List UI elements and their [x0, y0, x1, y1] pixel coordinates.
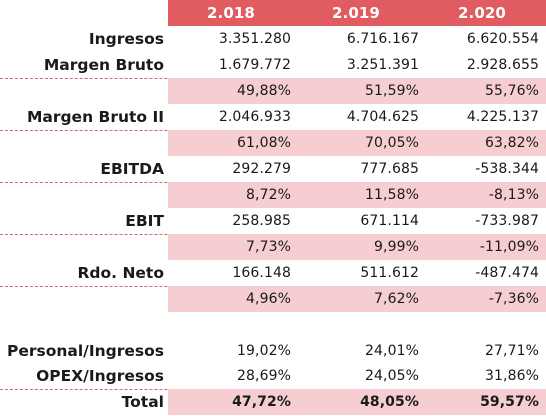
margen-bruto-ii-2019: 4.704.625 — [346, 109, 419, 125]
rdo-neto-pct-2020: -7,36% — [488, 291, 539, 307]
ingresos-2020: 6.620.554 — [466, 31, 539, 47]
margen-bruto-ii-2020: 4.225.137 — [466, 109, 539, 125]
personal-ingresos-label: Personal/Ingresos — [6, 342, 164, 360]
year-2020-header: 2.020 — [458, 4, 506, 22]
total-label: Total — [121, 393, 164, 411]
ebitda-row: EBITDA 292.279 777.685 -538.344 — [0, 156, 546, 182]
rdo-neto-2018: 166.148 — [232, 265, 291, 281]
percent-band — [168, 389, 546, 415]
year-2018-header: 2.018 — [207, 4, 255, 22]
ebitda-2020: -538.344 — [475, 161, 539, 177]
rdo-neto-2019: 511.612 — [360, 265, 419, 281]
margen-bruto-ii-pct-2020: 63,82% — [485, 135, 539, 151]
margen-bruto-2020: 2.928.655 — [466, 57, 539, 73]
opex-ingresos-2018: 28,69% — [237, 368, 291, 384]
header-band — [168, 0, 546, 26]
ebit-2020: -733.987 — [475, 213, 539, 229]
ingresos-row: Ingresos 3.351.280 6.716.167 6.620.554 — [0, 26, 546, 52]
rdo-neto-pct-row: 4,96% 7,62% -7,36% — [0, 286, 546, 312]
opex-ingresos-2019: 24,05% — [365, 368, 419, 384]
rdo-neto-2020: -487.474 — [475, 265, 539, 281]
ebit-row: EBIT 258.985 671.114 -733.987 — [0, 208, 546, 234]
margen-bruto-pct-2018: 49,88% — [237, 83, 291, 99]
percent-band — [168, 78, 546, 104]
ebitda-2019: 777.685 — [360, 161, 419, 177]
margen-bruto-2018: 1.679.772 — [218, 57, 291, 73]
ingresos-2019: 6.716.167 — [346, 31, 419, 47]
ebit-pct-2020: -11,09% — [479, 239, 539, 255]
margen-bruto-row: Margen Bruto 1.679.772 3.251.391 2.928.6… — [0, 52, 546, 78]
percent-band — [168, 130, 546, 156]
ebit-label: EBIT — [125, 212, 164, 230]
percent-band — [168, 234, 546, 260]
margen-bruto-ii-2018: 2.046.933 — [218, 109, 291, 125]
total-2020: 59,57% — [480, 394, 539, 410]
margen-bruto-ii-pct-2018: 61,08% — [237, 135, 291, 151]
ebit-pct-row: 7,73% 9,99% -11,09% — [0, 234, 546, 260]
opex-ingresos-2020: 31,86% — [485, 368, 539, 384]
margen-bruto-pct-row: 49,88% 51,59% 55,76% — [0, 78, 546, 104]
percent-band — [168, 286, 546, 312]
ebitda-pct-row: 8,72% 11,58% -8,13% — [0, 182, 546, 208]
opex-ingresos-row: OPEX/Ingresos 28,69% 24,05% 31,86% — [0, 363, 546, 389]
ebitda-pct-2018: 8,72% — [246, 187, 291, 203]
ebit-2018: 258.985 — [232, 213, 291, 229]
rdo-neto-pct-2019: 7,62% — [374, 291, 419, 307]
ebit-2019: 671.114 — [360, 213, 419, 229]
ingresos-2018: 3.351.280 — [218, 31, 291, 47]
percent-band — [168, 182, 546, 208]
personal-ingresos-2018: 19,02% — [237, 343, 291, 359]
total-row: Total 47,72% 48,05% 59,57% — [0, 389, 546, 415]
margen-bruto-ii-label: Margen Bruto II — [26, 108, 164, 126]
margen-bruto-pct-2019: 51,59% — [365, 83, 419, 99]
personal-ingresos-2020: 27,71% — [485, 343, 539, 359]
personal-ingresos-row: Personal/Ingresos 19,02% 24,01% 27,71% — [0, 338, 546, 364]
margen-bruto-pct-2020: 55,76% — [485, 83, 539, 99]
total-2019: 48,05% — [360, 394, 419, 410]
ingresos-label: Ingresos — [88, 30, 164, 48]
total-2018: 47,72% — [232, 394, 291, 410]
rdo-neto-label: Rdo. Neto — [77, 264, 164, 282]
rdo-neto-row: Rdo. Neto 166.148 511.612 -487.474 — [0, 260, 546, 286]
rdo-neto-pct-2018: 4,96% — [246, 291, 291, 307]
personal-ingresos-2019: 24,01% — [365, 343, 419, 359]
ebitda-pct-2019: 11,58% — [365, 187, 419, 203]
year-2019-header: 2.019 — [332, 4, 380, 22]
margen-bruto-ii-pct-2019: 70,05% — [365, 135, 419, 151]
ebit-pct-2019: 9,99% — [374, 239, 419, 255]
header-row: 2.018 2.019 2.020 — [0, 0, 546, 26]
ebitda-label: EBITDA — [100, 160, 164, 178]
margen-bruto-2019: 3.251.391 — [346, 57, 419, 73]
opex-ingresos-label: OPEX/Ingresos — [36, 367, 164, 385]
ebitda-2018: 292.279 — [232, 161, 291, 177]
margen-bruto-ii-row: Margen Bruto II 2.046.933 4.704.625 4.22… — [0, 104, 546, 130]
ebitda-pct-2020: -8,13% — [488, 187, 539, 203]
margen-bruto-label: Margen Bruto — [43, 56, 164, 74]
margen-bruto-ii-pct-row: 61,08% 70,05% 63,82% — [0, 130, 546, 156]
ebit-pct-2018: 7,73% — [246, 239, 291, 255]
